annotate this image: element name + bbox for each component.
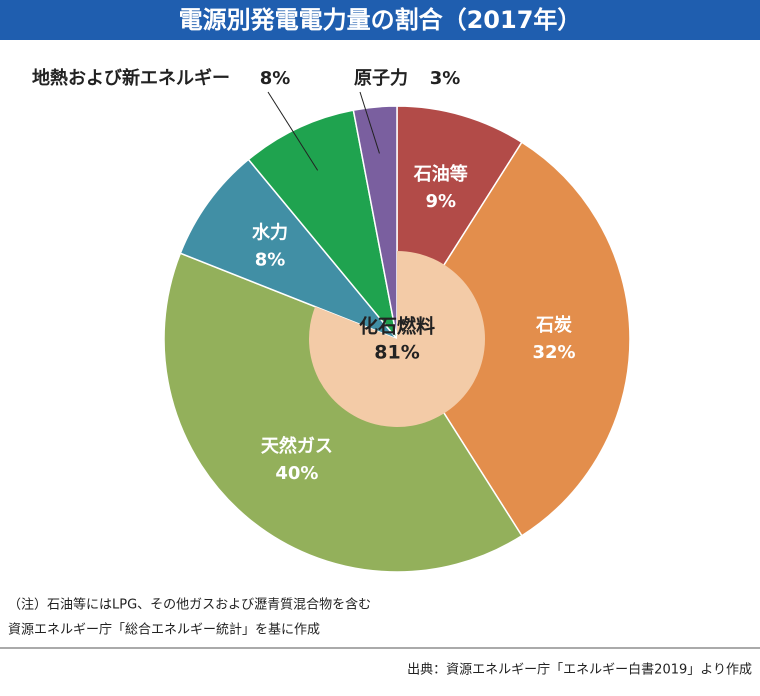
leader-line	[267, 91, 319, 171]
slice-label: 地熱および新エネルギー	[32, 67, 230, 89]
slice-value-label: 3%	[430, 68, 461, 89]
source: 出典：資源エネルギー庁「エネルギー白書2019」より作成	[407, 662, 752, 678]
title-bar	[0, 0, 760, 40]
slice-value-label: 8%	[260, 68, 291, 89]
inner-sector	[309, 251, 485, 428]
slice-label: 石油等	[413, 163, 468, 185]
slice-value-label: 40%	[275, 463, 318, 484]
chart-title: 電源別発電電力量の割合（2017年）	[179, 6, 582, 34]
pie-slice	[247, 109, 398, 340]
slice-value-label: 8%	[255, 250, 286, 271]
pie-slice	[396, 141, 631, 537]
slice-label: 水力	[252, 222, 288, 244]
note: 資源エネルギー庁「総合エネルギー統計」を基に作成	[8, 622, 320, 638]
note: （注）石油等にはLPG、その他ガスおよび瀝青質混合物を含む	[8, 597, 371, 613]
slice-label: 石炭	[535, 314, 572, 336]
inner-label: 化石燃料	[359, 315, 435, 338]
leader-line	[359, 91, 380, 154]
slice-label: 原子力	[354, 68, 408, 89]
inner-value-label: 81%	[374, 342, 419, 364]
pie-slice	[163, 252, 523, 573]
pie-slice	[179, 158, 398, 340]
slice-label: 天然ガス	[261, 435, 333, 457]
slice-value-label: 32%	[532, 342, 575, 363]
slice-value-label: 9%	[426, 191, 457, 212]
pie-slice	[352, 105, 398, 340]
